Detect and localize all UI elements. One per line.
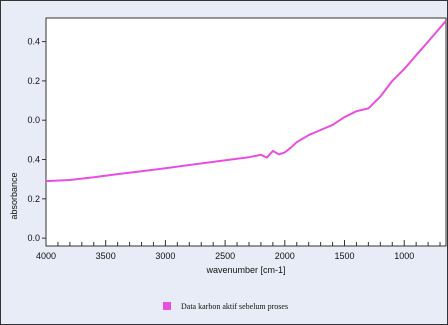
y-tick-label: 0.0 — [27, 233, 40, 243]
x-tick-label: 1500 — [334, 251, 354, 261]
x-tick-label: 1000 — [394, 251, 414, 261]
y-tick-label: 0.2 — [27, 194, 40, 204]
x-tick-label: 3500 — [96, 251, 116, 261]
x-axis-title: wavenumber [cm-1] — [205, 265, 285, 275]
y-axis-title: absorbance — [9, 172, 19, 219]
y-tick-label: 0.4 — [27, 155, 40, 165]
x-tick-label: 3000 — [155, 251, 175, 261]
y-tick-label: 0.0 — [27, 115, 40, 125]
x-tick-label: 4000 — [36, 251, 56, 261]
x-tick-label: 2000 — [275, 251, 295, 261]
legend-label: Data karbon aktif sebelum proses — [181, 302, 288, 311]
y-tick-label: 0.2 — [27, 76, 40, 86]
legend-swatch — [163, 302, 171, 310]
x-tick-label: 2500 — [215, 251, 235, 261]
plot-area — [45, 17, 447, 247]
y-tick-label: 0.4 — [27, 37, 40, 47]
absorbance-spectrum-line — [45, 20, 447, 183]
